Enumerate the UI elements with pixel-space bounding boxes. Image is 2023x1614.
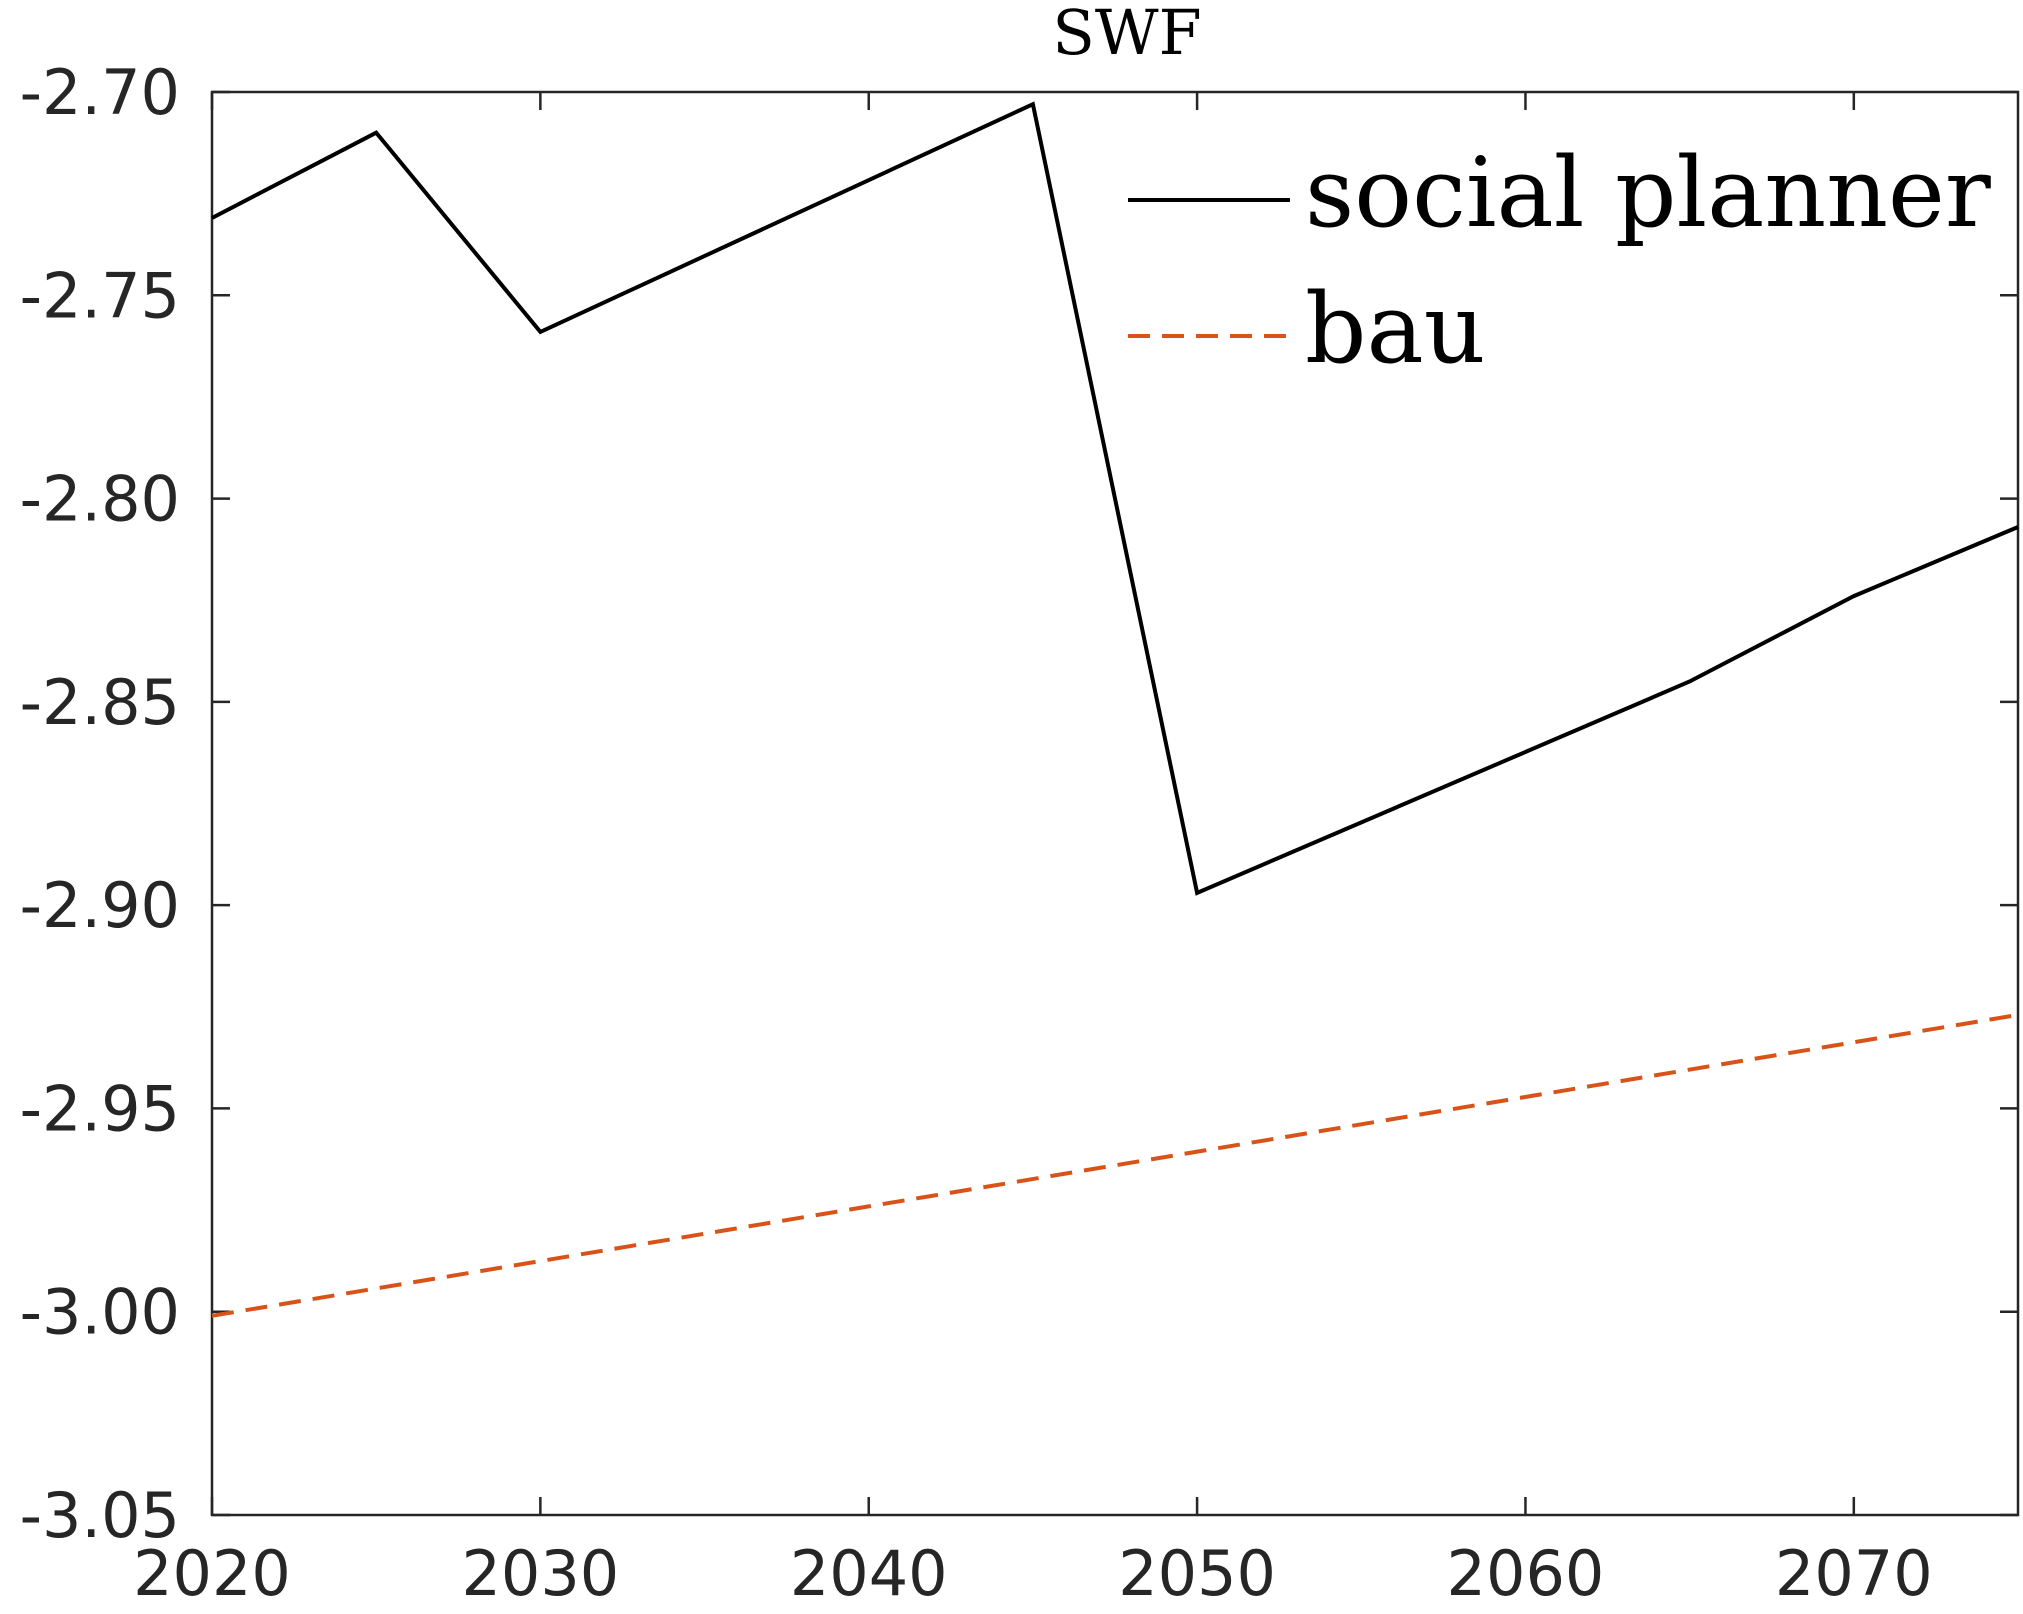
legend-label-0: social planner: [1305, 137, 1991, 249]
axes-box: [210, 90, 2020, 1517]
x-tick-label: 2060: [1447, 1537, 1605, 1610]
legend: social planner bau: [1128, 137, 1991, 385]
plot-area: 2020 2030 2040 2050 2060 2070 -2.70 -2.75 -2.80 -…: [20, 56, 2020, 1610]
series-line-1: [211, 1012, 2019, 1318]
y-tick-label: -3.00: [20, 1276, 180, 1349]
legend-label-1: bau: [1305, 273, 1486, 385]
y-tick-label: -2.85: [20, 666, 180, 739]
x-tick-label: 2070: [1775, 1537, 1933, 1610]
x-tick-label: 2030: [461, 1537, 619, 1610]
y-tick-label: -2.75: [20, 259, 180, 332]
x-tick-label: 2040: [790, 1537, 948, 1610]
x-tick-label: 2050: [1118, 1537, 1276, 1610]
x-tick-label: 2020: [133, 1537, 291, 1610]
y-tick-label: -2.90: [20, 869, 180, 942]
y-tick-label: -3.05: [20, 1479, 180, 1552]
series-line-0: [211, 101, 2019, 896]
y-tick-label: -2.80: [20, 463, 180, 536]
y-tick-label: -2.70: [20, 56, 180, 129]
chart-title: SWF: [1052, 0, 1201, 69]
y-tick-label: -2.95: [20, 1072, 180, 1145]
